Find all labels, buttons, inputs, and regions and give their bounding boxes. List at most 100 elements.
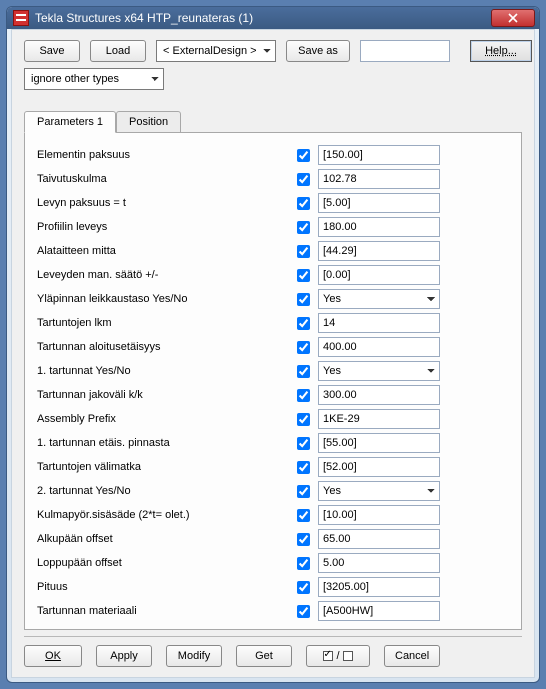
toolbar-row-1: Save Load < ExternalDesign > Save as Hel… (24, 40, 522, 62)
param-input[interactable] (318, 385, 440, 405)
param-input[interactable] (318, 217, 440, 237)
param-label: Taivutuskulma (37, 173, 289, 185)
param-row: Alataitteen mitta (37, 239, 509, 263)
close-button[interactable] (491, 9, 535, 27)
param-enable-checkbox[interactable] (297, 365, 310, 378)
param-input[interactable] (318, 505, 440, 525)
param-enable-checkbox[interactable] (297, 509, 310, 522)
param-enable-checkbox[interactable] (297, 173, 310, 186)
param-enable-checkbox[interactable] (297, 293, 310, 306)
param-label: 2. tartunnat Yes/No (37, 485, 289, 497)
param-row: Tartuntojen lkm (37, 311, 509, 335)
param-row: Pituus (37, 575, 509, 599)
apply-button[interactable]: Apply (96, 645, 152, 667)
param-input[interactable] (318, 169, 440, 189)
param-row: Taivutuskulma (37, 167, 509, 191)
param-label: Tartunnan jakoväli k/k (37, 389, 289, 401)
param-input[interactable] (318, 529, 440, 549)
param-enable-checkbox[interactable] (297, 533, 310, 546)
param-select[interactable]: Yes (318, 361, 440, 381)
param-enable-checkbox[interactable] (297, 581, 310, 594)
save-button[interactable]: Save (24, 40, 80, 62)
param-row: 1. tartunnan etäis. pinnasta (37, 431, 509, 455)
param-label: Elementin paksuus (37, 149, 289, 161)
save-as-name-input[interactable] (360, 40, 450, 62)
help-button[interactable]: Help... (470, 40, 532, 62)
save-as-button[interactable]: Save as (286, 40, 350, 62)
param-input[interactable] (318, 577, 440, 597)
param-enable-checkbox[interactable] (297, 389, 310, 402)
param-select[interactable]: Yes (318, 289, 440, 309)
param-row: Loppupään offset (37, 551, 509, 575)
tab-parameters-1[interactable]: Parameters 1 (24, 111, 116, 133)
param-enable-checkbox[interactable] (297, 557, 310, 570)
param-input[interactable] (318, 265, 440, 285)
param-label: Tartunnan materiaali (37, 605, 289, 617)
param-row: Yläpinnan leikkaustaso Yes/No Yes (37, 287, 509, 311)
param-label: Kulmapyör.sisäsäde (2*t= olet.) (37, 509, 289, 521)
param-row: Tartunnan jakoväli k/k (37, 383, 509, 407)
param-enable-checkbox[interactable] (297, 485, 310, 498)
param-input[interactable] (318, 337, 440, 357)
param-input[interactable] (318, 601, 440, 621)
param-row: Tartunnan materiaali (37, 599, 509, 623)
param-input[interactable] (318, 553, 440, 573)
param-input[interactable] (318, 409, 440, 429)
param-enable-checkbox[interactable] (297, 221, 310, 234)
ok-button[interactable]: OK (24, 645, 82, 667)
window-title: Tekla Structures x64 HTP_reunateras (1) (35, 11, 491, 25)
param-row: Alkupään offset (37, 527, 509, 551)
load-button[interactable]: Load (90, 40, 146, 62)
param-label: 1. tartunnat Yes/No (37, 365, 289, 377)
param-row: Levyn paksuus = t (37, 191, 509, 215)
param-label: Assembly Prefix (37, 413, 289, 425)
titlebar: Tekla Structures x64 HTP_reunateras (1) (7, 7, 539, 29)
check-toggle-button[interactable]: / (306, 645, 370, 667)
param-input[interactable] (318, 457, 440, 477)
param-label: Profiilin leveys (37, 221, 289, 233)
modify-button[interactable]: Modify (166, 645, 222, 667)
client-area: Save Load < ExternalDesign > Save as Hel… (11, 29, 535, 678)
preset-combo[interactable]: < ExternalDesign > (156, 40, 276, 62)
close-icon (508, 13, 518, 23)
param-row: Kulmapyör.sisäsäde (2*t= olet.) (37, 503, 509, 527)
param-enable-checkbox[interactable] (297, 605, 310, 618)
param-label: Alataitteen mitta (37, 245, 289, 257)
param-enable-checkbox[interactable] (297, 245, 310, 258)
param-row: Tartuntojen välimatka (37, 455, 509, 479)
param-label: Pituus (37, 581, 289, 593)
param-enable-checkbox[interactable] (297, 149, 310, 162)
param-row: Elementin paksuus (37, 143, 509, 167)
param-label: Yläpinnan leikkaustaso Yes/No (37, 293, 289, 305)
tab-content: Elementin paksuus Taivutuskulma Levyn paks… (24, 133, 522, 630)
param-row: 1. tartunnat Yes/No Yes (37, 359, 509, 383)
param-enable-checkbox[interactable] (297, 269, 310, 282)
param-enable-checkbox[interactable] (297, 341, 310, 354)
param-enable-checkbox[interactable] (297, 197, 310, 210)
check-off-icon (343, 651, 353, 661)
param-enable-checkbox[interactable] (297, 413, 310, 426)
param-input[interactable] (318, 193, 440, 213)
param-row: 2. tartunnat Yes/No Yes (37, 479, 509, 503)
param-enable-checkbox[interactable] (297, 317, 310, 330)
toolbar-row-2: ignore other types (24, 68, 522, 90)
param-select[interactable]: Yes (318, 481, 440, 501)
param-input[interactable] (318, 241, 440, 261)
footer-row: OK Apply Modify Get / Cancel (24, 636, 522, 667)
get-button[interactable]: Get (236, 645, 292, 667)
tab-strip: Parameters 1 Position (24, 110, 522, 133)
window: Tekla Structures x64 HTP_reunateras (1) … (6, 6, 540, 683)
param-input[interactable] (318, 313, 440, 333)
param-label: Leveyden man. säätö +/- (37, 269, 289, 281)
filter-combo[interactable]: ignore other types (24, 68, 164, 90)
tab-position[interactable]: Position (116, 111, 181, 133)
param-enable-checkbox[interactable] (297, 437, 310, 450)
param-input[interactable] (318, 145, 440, 165)
param-label: Tartuntojen lkm (37, 317, 289, 329)
param-label: Levyn paksuus = t (37, 197, 289, 209)
param-row: Assembly Prefix (37, 407, 509, 431)
param-input[interactable] (318, 433, 440, 453)
cancel-button[interactable]: Cancel (384, 645, 440, 667)
param-label: Alkupään offset (37, 533, 289, 545)
param-enable-checkbox[interactable] (297, 461, 310, 474)
